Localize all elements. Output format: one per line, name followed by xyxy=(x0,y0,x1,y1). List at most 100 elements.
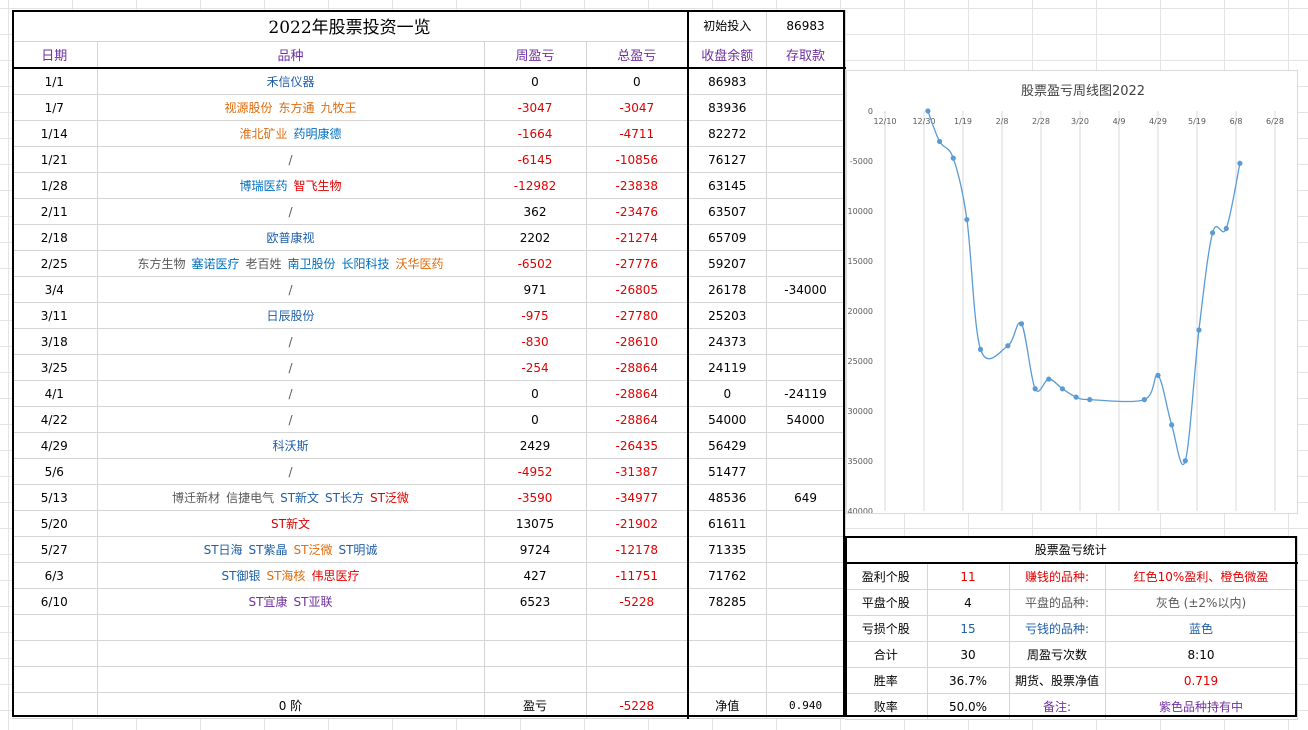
total-pl-cell[interactable]: -26435 xyxy=(586,432,690,459)
deposit-cell[interactable] xyxy=(766,94,846,121)
deposit-cell[interactable]: -24119 xyxy=(766,380,846,407)
stock-cell[interactable]: 东方生物 塞诺医疗 老百姓 南卫股份 长阳科技 沃华医药 xyxy=(97,250,485,277)
total-pl-cell[interactable]: -11751 xyxy=(586,562,690,589)
week-pl-cell[interactable]: -4952 xyxy=(484,458,587,485)
total-pl-cell[interactable]: 0 xyxy=(586,68,690,95)
total-pl-cell[interactable]: -5228 xyxy=(586,588,690,615)
total-pl-cell[interactable]: -21274 xyxy=(586,224,690,251)
stock-cell[interactable]: / xyxy=(97,458,485,485)
total-pl-cell[interactable]: -21902 xyxy=(586,510,690,537)
balance-cell[interactable]: 56429 xyxy=(688,432,767,459)
week-pl-cell[interactable]: 2202 xyxy=(484,224,587,251)
stock-cell[interactable]: 禾信仪器 xyxy=(97,68,485,95)
date-cell[interactable]: 6/3 xyxy=(12,562,98,589)
week-pl-cell[interactable]: -6145 xyxy=(484,146,587,173)
total-pl-cell[interactable]: -28864 xyxy=(586,380,690,407)
balance-cell[interactable]: 25203 xyxy=(688,302,767,329)
empty-cell[interactable] xyxy=(97,666,485,693)
stats-label2[interactable]: 赚钱的品种: xyxy=(1009,563,1106,590)
week-pl-cell[interactable]: -3047 xyxy=(484,94,587,121)
stats-label2[interactable]: 亏钱的品种: xyxy=(1009,615,1106,642)
deposit-cell[interactable] xyxy=(766,458,846,485)
stock-cell[interactable]: / xyxy=(97,380,485,407)
balance-cell[interactable]: 63145 xyxy=(688,172,767,199)
empty-cell[interactable] xyxy=(586,666,690,693)
balance-cell[interactable]: 48536 xyxy=(688,484,767,511)
week-pl-cell[interactable]: -830 xyxy=(484,328,587,355)
week-pl-cell[interactable]: -975 xyxy=(484,302,587,329)
stats-label[interactable]: 合计 xyxy=(845,641,928,668)
date-cell[interactable]: 2/18 xyxy=(12,224,98,251)
balance-cell[interactable]: 26178 xyxy=(688,276,767,303)
stats-title[interactable]: 股票盈亏统计 xyxy=(845,536,1298,564)
empty-cell[interactable] xyxy=(484,640,587,667)
total-pl-cell[interactable]: -12178 xyxy=(586,536,690,563)
date-cell[interactable]: 4/29 xyxy=(12,432,98,459)
pl-line-chart[interactable]: 股票盈亏周线图2022 12/10 12/30 1/19 2/8 2/28 3/20 4/9… xyxy=(845,70,1298,516)
footer-empty-cell[interactable] xyxy=(12,692,98,719)
stats-label[interactable]: 盈利个股 xyxy=(845,563,928,590)
footer-net-value[interactable]: 0.940 xyxy=(766,692,846,719)
week-pl-cell[interactable]: -12982 xyxy=(484,172,587,199)
stats-value2[interactable]: 灰色 (±2%以内) xyxy=(1105,589,1298,616)
stock-cell[interactable]: ST御银 ST海核 伟思医疗 xyxy=(97,562,485,589)
col-header-date[interactable]: 日期 xyxy=(12,41,98,69)
week-pl-cell[interactable]: -6502 xyxy=(484,250,587,277)
stats-label[interactable]: 亏损个股 xyxy=(845,615,928,642)
empty-cell[interactable] xyxy=(766,614,846,641)
empty-cell[interactable] xyxy=(688,666,767,693)
week-pl-cell[interactable]: -1664 xyxy=(484,120,587,147)
balance-cell[interactable]: 24119 xyxy=(688,354,767,381)
empty-cell[interactable] xyxy=(484,614,587,641)
stock-cell[interactable]: ST日海 ST紫晶 ST泛微 ST明诚 xyxy=(97,536,485,563)
footer-pl-label[interactable]: 盈亏 xyxy=(484,692,587,719)
week-pl-cell[interactable]: 0 xyxy=(484,68,587,95)
empty-cell[interactable] xyxy=(586,614,690,641)
empty-cell[interactable] xyxy=(688,614,767,641)
date-cell[interactable]: 1/7 xyxy=(12,94,98,121)
week-pl-cell[interactable]: 0 xyxy=(484,406,587,433)
stats-value[interactable]: 36.7% xyxy=(927,667,1010,694)
date-cell[interactable]: 3/4 xyxy=(12,276,98,303)
stock-cell[interactable]: 博瑞医药 智飞生物 xyxy=(97,172,485,199)
deposit-cell[interactable]: 649 xyxy=(766,484,846,511)
balance-cell[interactable]: 51477 xyxy=(688,458,767,485)
total-pl-cell[interactable]: -23838 xyxy=(586,172,690,199)
stats-value[interactable]: 50.0% xyxy=(927,693,1010,720)
empty-cell[interactable] xyxy=(688,640,767,667)
stats-label[interactable]: 平盘个股 xyxy=(845,589,928,616)
date-cell[interactable]: 1/1 xyxy=(12,68,98,95)
date-cell[interactable]: 5/6 xyxy=(12,458,98,485)
empty-cell[interactable] xyxy=(766,640,846,667)
total-pl-cell[interactable]: -26805 xyxy=(586,276,690,303)
empty-cell[interactable] xyxy=(12,666,98,693)
deposit-cell[interactable] xyxy=(766,432,846,459)
balance-cell[interactable]: 71762 xyxy=(688,562,767,589)
balance-cell[interactable]: 61611 xyxy=(688,510,767,537)
stock-cell[interactable]: / xyxy=(97,328,485,355)
balance-cell[interactable]: 59207 xyxy=(688,250,767,277)
stock-cell[interactable]: / xyxy=(97,146,485,173)
balance-cell[interactable]: 83936 xyxy=(688,94,767,121)
deposit-cell[interactable]: -34000 xyxy=(766,276,846,303)
total-pl-cell[interactable]: -34977 xyxy=(586,484,690,511)
stock-cell[interactable]: / xyxy=(97,276,485,303)
stats-label[interactable]: 胜率 xyxy=(845,667,928,694)
stock-cell[interactable]: / xyxy=(97,198,485,225)
date-cell[interactable]: 5/27 xyxy=(12,536,98,563)
deposit-cell[interactable] xyxy=(766,354,846,381)
stats-label[interactable]: 败率 xyxy=(845,693,928,720)
total-pl-cell[interactable]: -27776 xyxy=(586,250,690,277)
stock-cell[interactable]: ST宜康 ST亚联 xyxy=(97,588,485,615)
deposit-cell[interactable] xyxy=(766,198,846,225)
stock-cell[interactable]: / xyxy=(97,354,485,381)
week-pl-cell[interactable]: 9724 xyxy=(484,536,587,563)
date-cell[interactable]: 5/20 xyxy=(12,510,98,537)
empty-cell[interactable] xyxy=(12,614,98,641)
total-pl-cell[interactable]: -28864 xyxy=(586,406,690,433)
week-pl-cell[interactable]: -254 xyxy=(484,354,587,381)
empty-cell[interactable] xyxy=(766,666,846,693)
date-cell[interactable]: 2/25 xyxy=(12,250,98,277)
week-pl-cell[interactable]: 362 xyxy=(484,198,587,225)
stock-cell[interactable]: 日辰股份 xyxy=(97,302,485,329)
